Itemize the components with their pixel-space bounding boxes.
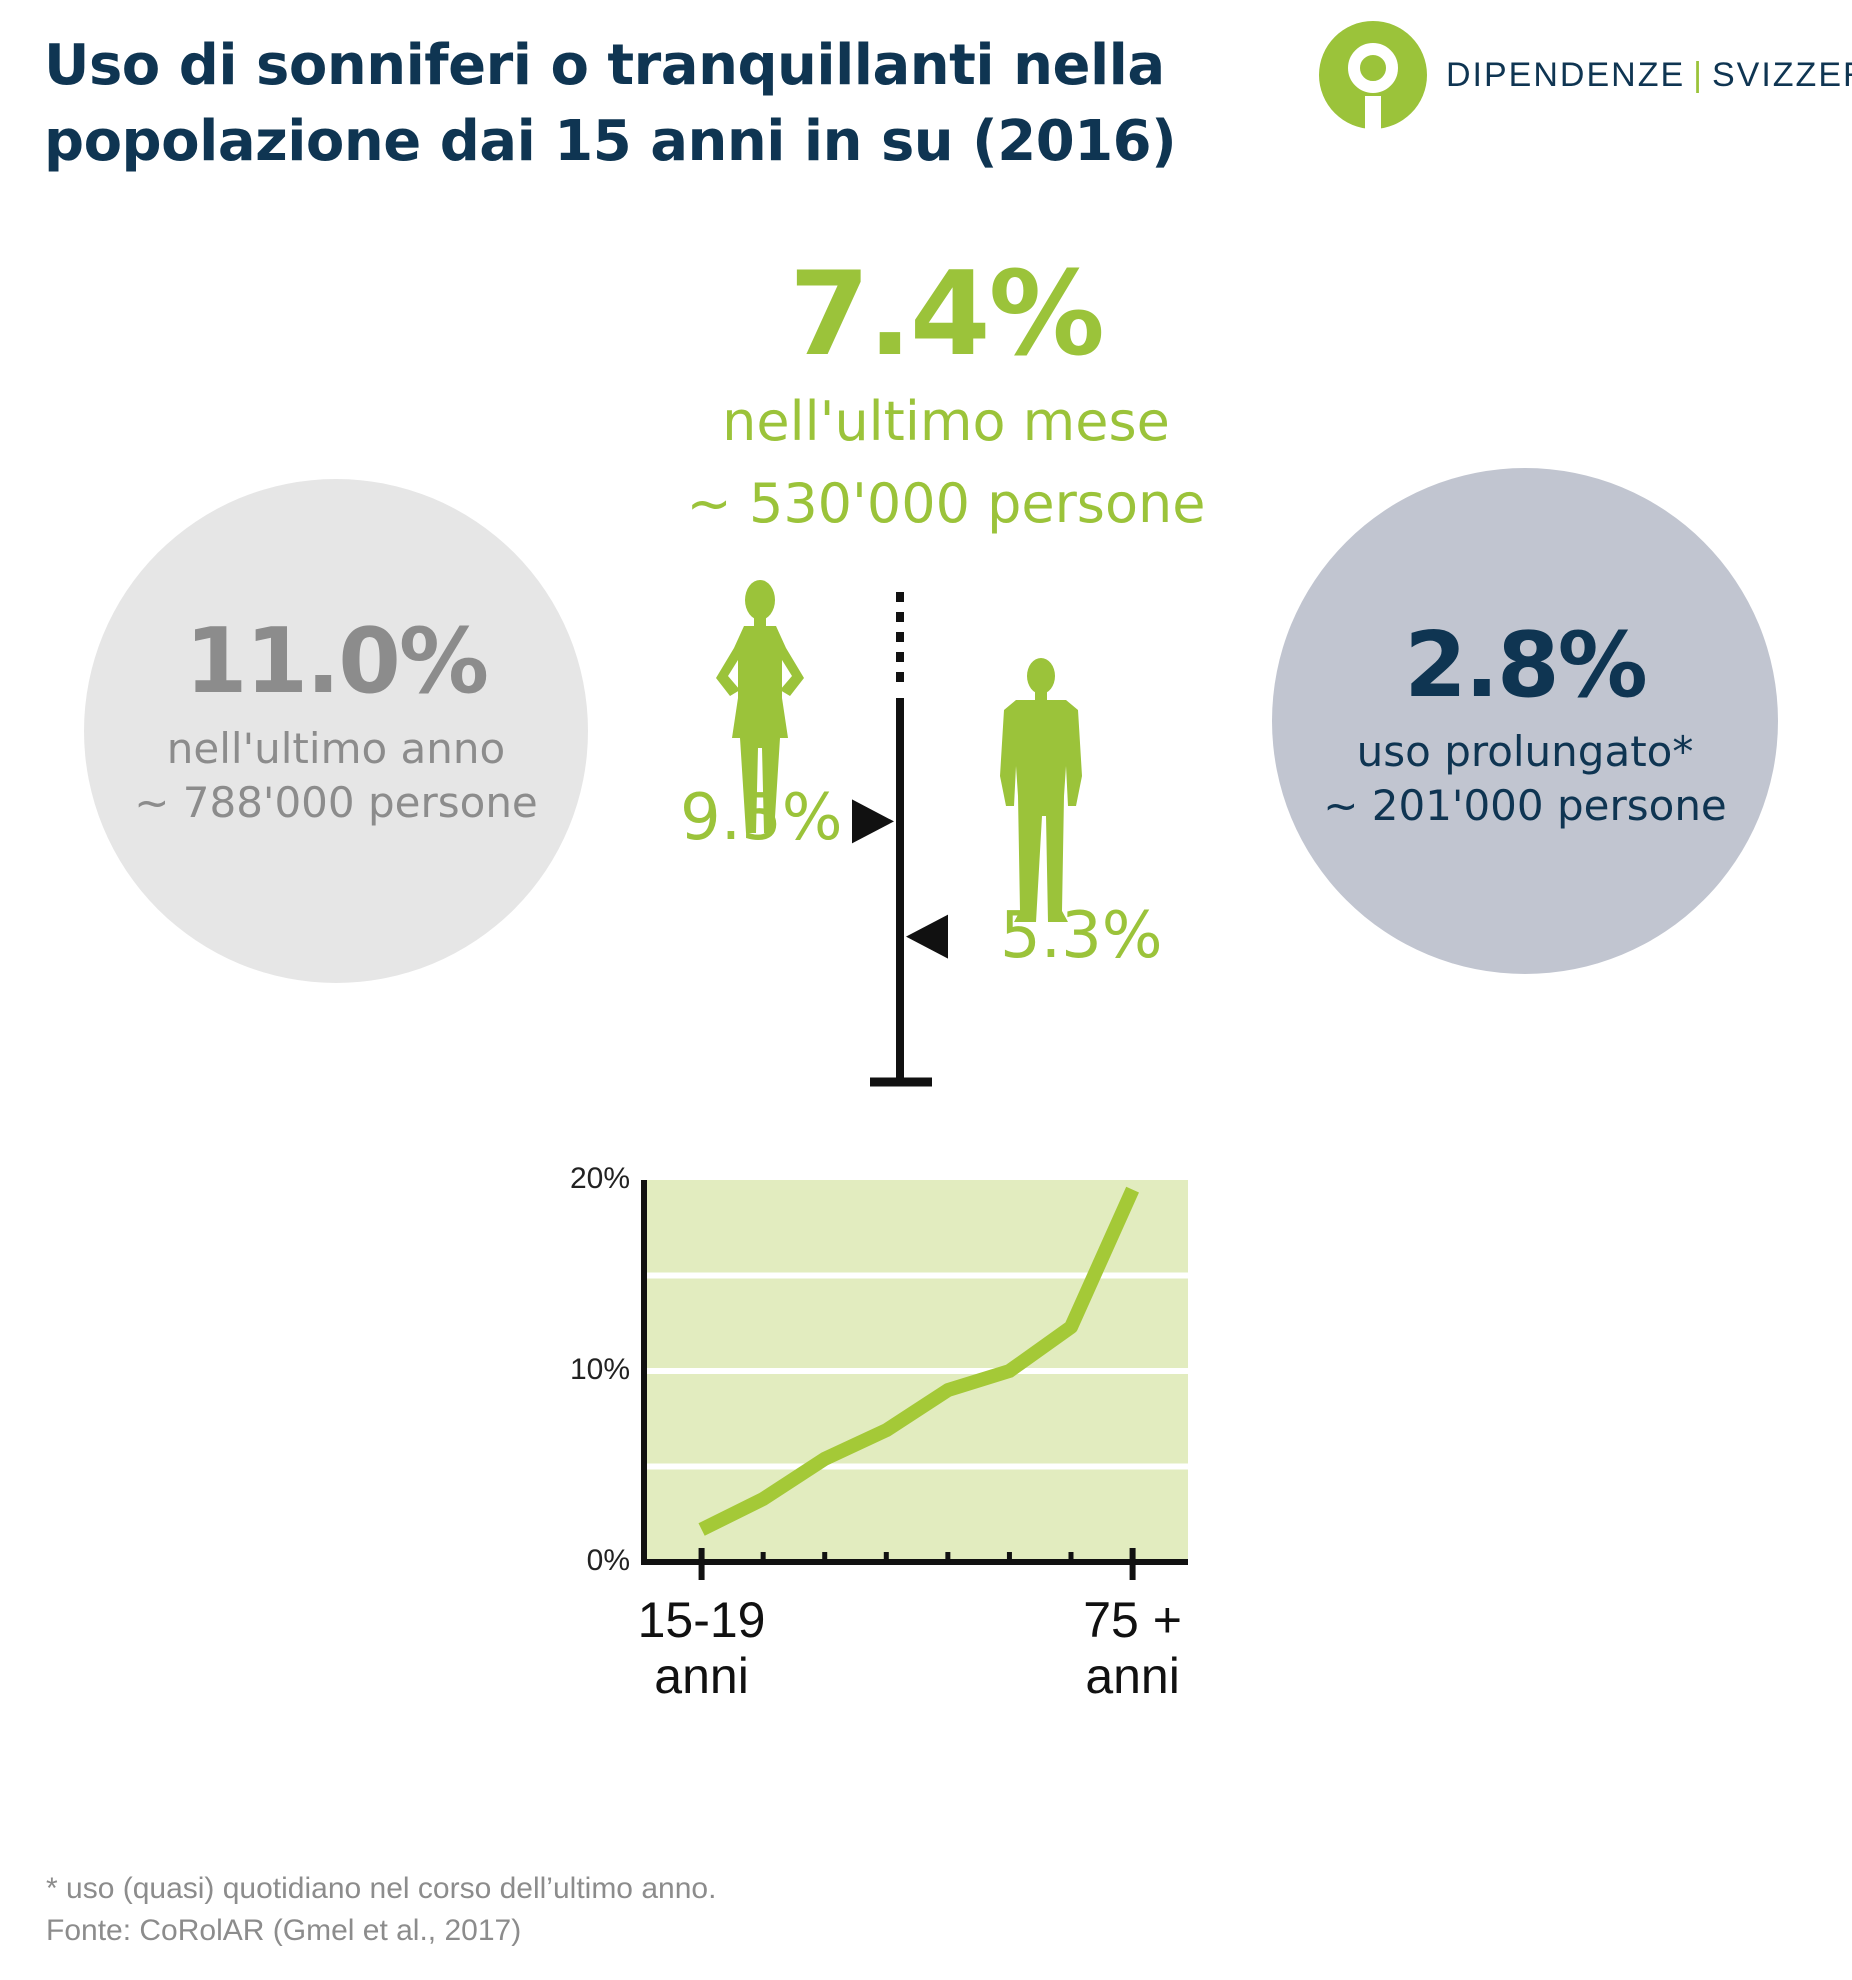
y-tick-label: 10%: [569, 1353, 630, 1386]
age-line-chart: [641, 1180, 1188, 1580]
logo-text-right: SVIZZERA: [1711, 56, 1852, 94]
x-tick-label-line: anni: [654, 1648, 749, 1704]
x-tick-label: 15-19 anni: [602, 1592, 802, 1704]
monthly-use-label: nell'ultimo mese: [722, 390, 1170, 453]
y-tick-label: 20%: [569, 1162, 630, 1195]
prolonged-use-percentage: 2.8%: [1404, 613, 1648, 718]
prolonged-use-label: uso prolungato*: [1356, 727, 1694, 776]
axes: [641, 1180, 1188, 1565]
monthly-use-persons: ~ 530'000 persone: [686, 472, 1206, 535]
logo-separator: |: [1693, 56, 1704, 94]
monthly-use-percentage: 7.4%: [789, 247, 1105, 382]
annual-use-persons: ~ 788'000 persone: [134, 778, 538, 827]
x-tick-label-line: 15-19: [637, 1592, 766, 1648]
annual-use-circle: 11.0% nell'ultimo anno ~ 788'000 persone: [84, 479, 588, 983]
x-tick-label: 75 + anni: [1033, 1592, 1233, 1704]
source-citation: Fonte: CoRolAR (Gmel et al., 2017): [46, 1914, 522, 1947]
women-marker: [852, 799, 894, 844]
title-line-2: popolazione dai 15 anni in su (2016): [44, 109, 1177, 174]
series-line: [698, 1186, 1139, 1536]
footnote-prolonged-use: * uso (quasi) quotidiano nel corso dell’…: [46, 1872, 717, 1905]
x-ticks: [698, 1548, 1136, 1580]
title-line-1: Uso di sonniferi o tranquillanti nella: [44, 33, 1165, 98]
men-marker: [906, 914, 948, 959]
prolonged-use-circle: 2.8% uso prolungato* ~ 201'000 persone: [1272, 468, 1778, 974]
page-title: Uso di sonniferi o tranquillanti nella p…: [44, 28, 1274, 180]
prolonged-use-persons: ~ 201'000 persone: [1323, 781, 1727, 830]
women-percentage: 9.5%: [680, 781, 843, 856]
x-tick-label-line: 75 +: [1083, 1592, 1182, 1648]
woman-silhouette-icon: [716, 580, 804, 833]
gender-scale: [852, 592, 948, 1087]
y-tick-label: 0%: [586, 1544, 630, 1577]
person-in-circle-icon: [1319, 21, 1427, 130]
logo-text-left: DIPENDENZE: [1446, 56, 1686, 94]
men-percentage: 5.3%: [1000, 898, 1163, 973]
man-silhouette-icon: [1000, 658, 1082, 922]
logo-wordmark: DIPENDENZE|SVIZZERA: [1446, 56, 1852, 95]
annual-use-label: nell'ultimo anno: [166, 724, 506, 773]
x-tick-label-line: anni: [1085, 1648, 1180, 1704]
annual-use-percentage: 11.0%: [184, 609, 489, 714]
